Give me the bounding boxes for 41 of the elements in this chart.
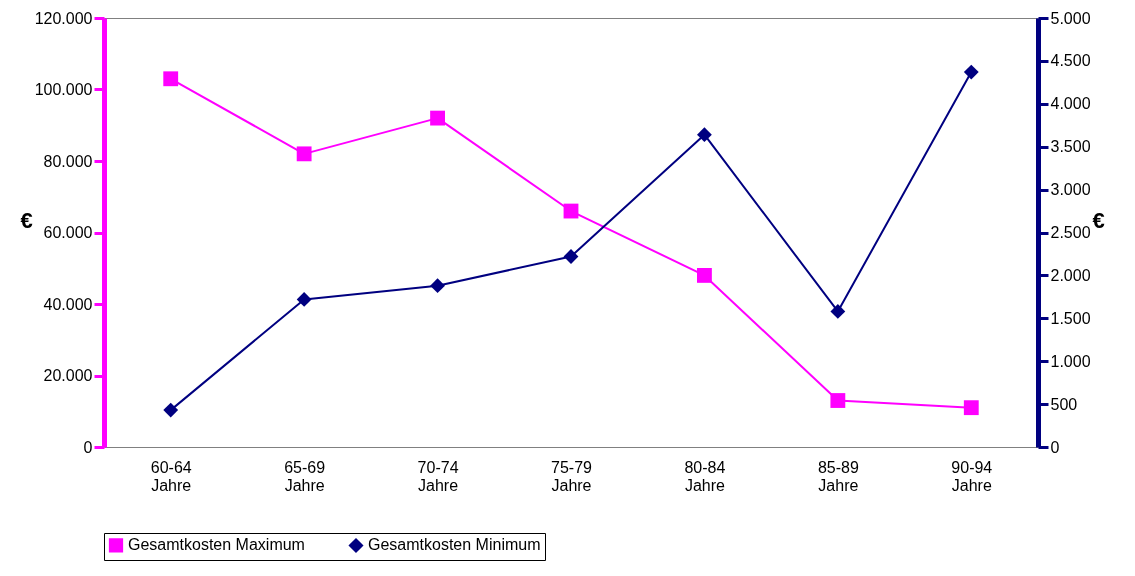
y-tick-label: 0: [83, 438, 93, 456]
point: [430, 110, 445, 126]
point: [830, 304, 846, 319]
y2-tick-label: 4.000: [1050, 95, 1091, 113]
y2-tick-label: 2.500: [1050, 224, 1091, 241]
point: [963, 400, 979, 416]
point: [830, 393, 846, 408]
x-tick-label: 85-89 Jahre: [817, 458, 859, 494]
y2-tick-label: 4.500: [1050, 52, 1091, 70]
y-tick-label: 120.000: [34, 9, 93, 27]
point: [697, 267, 712, 283]
y2-tick-label: 5.000: [1050, 9, 1091, 27]
y2-tick-label: 1.000: [1050, 352, 1091, 370]
legend-label: Gesamtkosten Minimum: [368, 536, 541, 554]
y2-tick-label: 500: [1050, 395, 1078, 413]
legend-label: Gesamtkosten Maximum: [128, 536, 305, 554]
y-tick-label: 100.000: [34, 81, 93, 98]
point: [296, 146, 312, 162]
point: [697, 127, 712, 143]
y2-axis-title: €: [1092, 208, 1105, 233]
y2-tick-label: 3.500: [1050, 138, 1091, 156]
y-tick-label: 20.000: [43, 367, 93, 384]
y2-tick-label: 2.000: [1050, 266, 1091, 284]
point: [430, 278, 445, 294]
y2-tick-label: 1.500: [1050, 309, 1091, 327]
y-tick-label: 60.000: [43, 224, 93, 241]
x-tick-label: 80-84 Jahre: [684, 458, 726, 494]
y-tick-label: 40.000: [43, 295, 93, 313]
point: [163, 71, 179, 87]
y2-tick-label: 0: [1050, 438, 1060, 456]
x-tick-label: 90-94 Jahre: [951, 458, 993, 494]
y2-tick-label: 3.000: [1050, 181, 1091, 199]
point: [963, 64, 979, 80]
y-tick-label: 80.000: [43, 152, 93, 170]
point: [296, 292, 312, 307]
y-axis-title: €: [20, 208, 33, 233]
x-tick-label: 75-79 Jahre: [551, 458, 593, 494]
x-tick-label: 70-74 Jahre: [417, 458, 459, 494]
x-tick-label: 60-64 Jahre: [150, 458, 192, 494]
point: [163, 402, 179, 418]
x-tick-label: 65-69 Jahre: [284, 458, 326, 494]
